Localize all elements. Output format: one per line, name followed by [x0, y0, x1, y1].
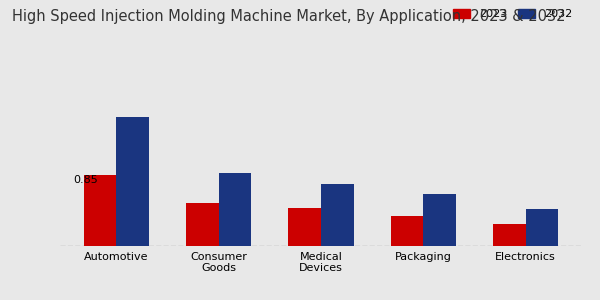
- Bar: [116, 117, 149, 246]
- Bar: [526, 209, 558, 246]
- Bar: [391, 216, 423, 246]
- Bar: [186, 203, 219, 246]
- Text: High Speed Injection Molding Machine Market, By Application, 2023 & 2032: High Speed Injection Molding Machine Mar…: [12, 9, 566, 24]
- Legend: 2023, 2032: 2023, 2032: [449, 4, 577, 24]
- Bar: [288, 208, 321, 246]
- Bar: [493, 224, 526, 246]
- Bar: [321, 184, 354, 246]
- Bar: [423, 194, 456, 246]
- Bar: [219, 173, 251, 246]
- Text: 0.85: 0.85: [73, 175, 98, 185]
- Bar: [84, 175, 116, 246]
